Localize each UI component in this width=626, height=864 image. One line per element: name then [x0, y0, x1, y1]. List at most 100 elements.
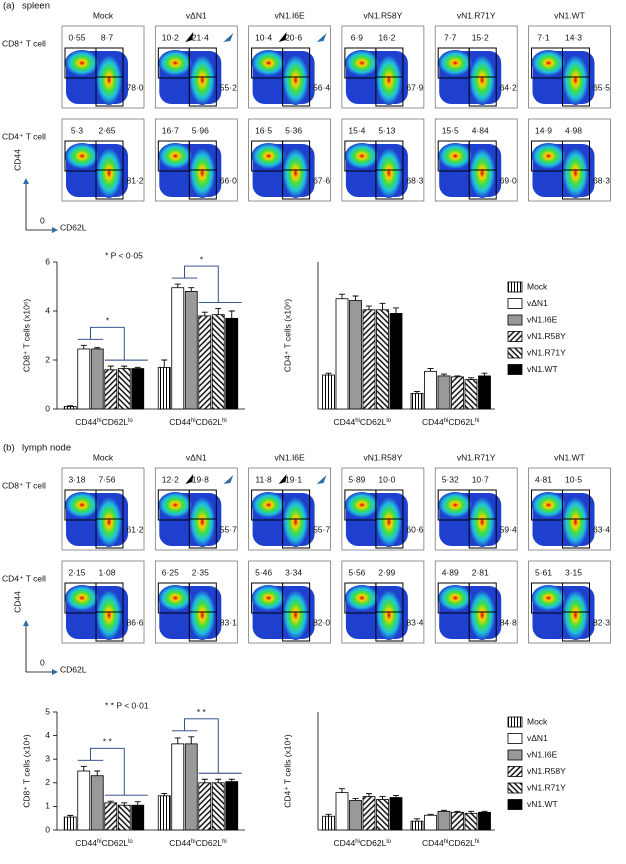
- density-blob: [375, 497, 402, 547]
- bar: [171, 287, 185, 410]
- density-blob: [96, 590, 122, 640]
- bar: [451, 376, 464, 410]
- density-blob: [251, 50, 286, 76]
- gate-value: 4·89: [442, 567, 459, 577]
- axis-label: CD62L: [60, 664, 87, 674]
- arrowhead: [52, 227, 58, 233]
- error-bar: [441, 373, 447, 376]
- gate-value: 66·0: [220, 175, 237, 185]
- bar: [198, 782, 212, 831]
- significance-note: * P < 0·05: [105, 250, 143, 260]
- column-label: vN1.R58Y: [364, 452, 403, 462]
- bar: [90, 775, 104, 831]
- bar: [389, 797, 403, 831]
- error-bar: [121, 365, 128, 369]
- legend-swatch: [507, 298, 523, 309]
- density-blob: [375, 590, 402, 640]
- significance-bracket: [171, 265, 242, 303]
- gate-value: 15·2: [472, 32, 489, 42]
- panel-tissue: spleen: [22, 1, 50, 12]
- bar: [225, 781, 239, 831]
- gate-value: 5·3: [71, 125, 84, 135]
- gate-value: 55·2: [220, 82, 237, 92]
- error-bar: [454, 375, 461, 377]
- error-bar: [393, 795, 399, 798]
- gate-value: 65·5: [593, 82, 610, 92]
- error-bar: [339, 788, 345, 793]
- density-blob: [344, 143, 379, 169]
- gate-value: 82·3: [593, 617, 610, 627]
- gate-value: 10·5: [565, 474, 582, 484]
- legend-label: vN1.R58Y: [527, 766, 566, 776]
- error-bar: [94, 347, 101, 349]
- bar: [362, 309, 376, 410]
- density-blob: [282, 497, 309, 547]
- gate-value: 10·7: [472, 474, 489, 484]
- gate-value: 16·2: [378, 32, 395, 42]
- bar: [77, 770, 91, 831]
- density-blob: [282, 590, 309, 640]
- legend-swatch: [507, 782, 523, 794]
- bar: [63, 816, 77, 831]
- error-bar: [427, 368, 434, 372]
- bar: [437, 810, 451, 831]
- column-label: vN1.R58Y: [364, 10, 403, 20]
- density-blob: [251, 492, 286, 518]
- error-bar: [201, 778, 208, 783]
- error-bar: [393, 307, 399, 314]
- significance-mark: *: [106, 316, 110, 326]
- gate-value: 7·1: [537, 32, 550, 42]
- bar: [362, 796, 376, 831]
- legend-label: vN1.I6E: [527, 314, 558, 324]
- x-tick-label: CD44hiCD62Llo: [333, 838, 391, 848]
- gate-value: 2·15: [68, 567, 85, 577]
- error-bar: [481, 810, 488, 813]
- arrowhead: [185, 32, 194, 42]
- legend-label: vN1.R71Y: [527, 782, 566, 792]
- gate-value: 55·7: [220, 524, 237, 534]
- error-bar: [414, 818, 420, 822]
- bar: [424, 814, 437, 831]
- density-blob: [189, 148, 216, 198]
- bar: [211, 314, 225, 410]
- density-blob: [65, 492, 99, 518]
- arrowhead: [278, 474, 287, 484]
- legend-swatch: [507, 331, 523, 342]
- gate-value: 14·9: [535, 125, 552, 135]
- density-blob: [438, 492, 473, 518]
- error-bar: [80, 344, 87, 349]
- gate-value: 7·7: [444, 32, 457, 42]
- y-tick-label: 0: [45, 403, 50, 413]
- y-axis-label: CD8⁺ T cells (x10⁴): [21, 734, 31, 808]
- legend-label: vN1.WT: [527, 799, 558, 809]
- density-blob: [96, 497, 122, 547]
- significance-bracket: [77, 747, 148, 796]
- density-blob: [531, 143, 566, 169]
- gate-value: 6·25: [162, 567, 179, 577]
- gate-value: 5·89: [348, 474, 365, 484]
- bar: [77, 348, 91, 410]
- error-bar: [228, 310, 235, 319]
- error-bar: [215, 308, 222, 315]
- arrowhead: [316, 475, 327, 484]
- bar: [437, 375, 451, 410]
- error-bar: [454, 810, 461, 813]
- bar: [478, 811, 491, 831]
- bar: [104, 369, 118, 410]
- bar: [335, 298, 349, 410]
- y-axis-label: CD8⁺ T cells (x10⁶): [21, 299, 31, 372]
- bar: [389, 313, 403, 410]
- gate-value: 10·4: [255, 32, 272, 42]
- gate-value: 0·55: [68, 32, 85, 42]
- bar: [90, 348, 104, 410]
- density-blob: [65, 50, 99, 76]
- bar: [117, 804, 131, 831]
- bar: [410, 392, 424, 410]
- gate-value: 10·2: [162, 32, 179, 42]
- gate-value: 4·81: [535, 474, 552, 484]
- column-label: Mock: [93, 10, 114, 20]
- gate-value: 5·32: [442, 474, 459, 484]
- error-bar: [174, 737, 181, 744]
- density-blob: [189, 590, 216, 640]
- axis-label: CD44: [12, 591, 22, 613]
